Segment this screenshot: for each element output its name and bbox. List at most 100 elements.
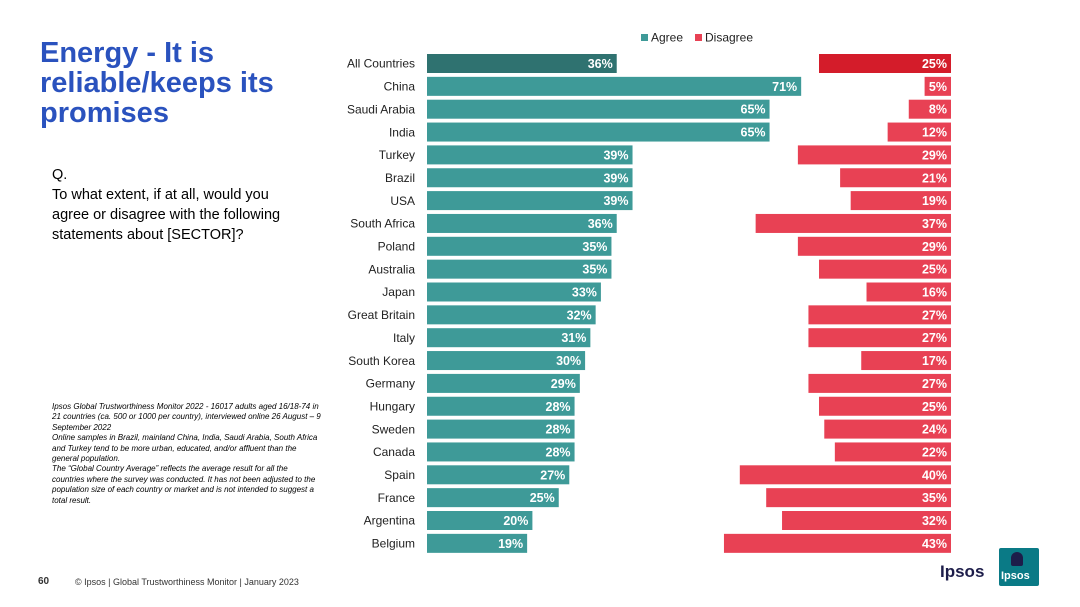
- agree-value-australia: 35%: [582, 263, 607, 277]
- agree-bar-saudi-arabia: [427, 99, 770, 119]
- disagree-value-canada: 22%: [922, 445, 947, 459]
- agree-bar-australia: [427, 259, 612, 279]
- note-average: The “Global Country Average” reflects th…: [52, 464, 316, 505]
- category-label-australia: Australia: [368, 262, 415, 276]
- agree-value-argentina: 20%: [503, 514, 528, 528]
- category-label-belgium: Belgium: [372, 537, 415, 551]
- disagree-value-great-britain: 27%: [922, 308, 947, 322]
- agree-bar-great-britain: [427, 305, 596, 325]
- category-label-hungary: Hungary: [370, 399, 415, 413]
- disagree-bar-india: [887, 122, 951, 142]
- category-label-saudi-arabia: Saudi Arabia: [347, 102, 415, 116]
- agree-bar-italy: [427, 328, 591, 348]
- agree-bar-hungary: [427, 396, 575, 416]
- category-label-argentina: Argentina: [364, 514, 416, 528]
- agree-value-hungary: 28%: [546, 400, 571, 414]
- category-label-spain: Spain: [384, 468, 415, 482]
- agree-value-china: 71%: [772, 80, 797, 94]
- agree-value-india: 65%: [741, 126, 766, 140]
- disagree-bar-hungary: [819, 396, 951, 416]
- disagree-value-saudi-arabia: 8%: [929, 103, 947, 117]
- disagree-bar-south-africa: [755, 213, 951, 233]
- agree-bar-japan: [427, 282, 601, 302]
- disagree-value-germany: 27%: [922, 377, 947, 391]
- disagree-value-south-africa: 37%: [922, 217, 947, 231]
- disagree-bar-belgium: [723, 533, 951, 553]
- agree-value-japan: 33%: [572, 286, 597, 300]
- agree-value-south-korea: 30%: [556, 354, 581, 368]
- disagree-value-japan: 16%: [922, 286, 947, 300]
- agree-bar-germany: [427, 373, 580, 393]
- legend-label-agree: Agree: [651, 31, 683, 45]
- disagree-bar-south-korea: [861, 351, 951, 371]
- question-text: To what extent, if at all, would you agr…: [52, 187, 281, 243]
- agree-value-turkey: 39%: [603, 148, 628, 162]
- disagree-bar-australia: [819, 259, 951, 279]
- disagree-value-argentina: 32%: [922, 514, 947, 528]
- disagree-bar-japan: [866, 282, 951, 302]
- category-label-all-countries: All Countries: [347, 57, 415, 71]
- agree-bar-south-africa: [427, 213, 617, 233]
- agree-bar-poland: [427, 236, 612, 256]
- disagree-value-brazil: 21%: [922, 171, 947, 185]
- chart-legend: Agree Disagree: [641, 31, 753, 45]
- survey-question: Q. To what extent, if at all, would you …: [52, 165, 282, 245]
- disagree-bar-brazil: [840, 168, 951, 188]
- disagree-bar-italy: [808, 328, 951, 348]
- agree-value-saudi-arabia: 65%: [741, 103, 766, 117]
- legend-swatch-agree: [641, 34, 648, 41]
- agree-value-canada: 28%: [546, 445, 571, 459]
- agree-value-great-britain: 32%: [567, 308, 592, 322]
- category-label-italy: Italy: [393, 331, 415, 345]
- agree-value-south-africa: 36%: [588, 217, 613, 231]
- note-sample: Ipsos Global Trustworthiness Monitor 202…: [52, 402, 321, 432]
- agree-value-germany: 29%: [551, 377, 576, 391]
- agree-bar-all-countries: [427, 54, 617, 73]
- disagree-value-sweden: 24%: [922, 423, 947, 437]
- agree-value-italy: 31%: [561, 331, 586, 345]
- agree-bar-usa: [427, 191, 633, 211]
- disagree-value-india: 12%: [922, 126, 947, 140]
- disagree-value-china: 5%: [929, 80, 947, 94]
- logo-wordmark: Ipsos: [940, 562, 985, 581]
- disagree-bar-usa: [850, 191, 951, 211]
- disagree-value-spain: 40%: [922, 468, 947, 482]
- category-label-south-africa: South Africa: [350, 217, 415, 231]
- category-label-canada: Canada: [373, 445, 415, 459]
- disagree-value-all-countries: 25%: [922, 57, 947, 71]
- logo-mark-glyph: [1011, 552, 1023, 566]
- agree-bar-belgium: [427, 533, 528, 553]
- disagree-bar-poland: [797, 236, 951, 256]
- note-online: Online samples in Brazil, mainland China…: [52, 433, 318, 464]
- category-label-usa: USA: [390, 194, 415, 208]
- disagree-bar-sweden: [824, 419, 951, 439]
- agree-bar-france: [427, 488, 559, 508]
- footer-copyright: © Ipsos | Global Trustworthiness Monitor…: [75, 577, 299, 587]
- category-label-india: India: [389, 125, 415, 139]
- agree-value-spain: 27%: [540, 468, 565, 482]
- disagree-value-usa: 19%: [922, 194, 947, 208]
- question-label: Q.: [52, 167, 68, 183]
- page-number: 60: [38, 576, 50, 587]
- agree-bar-argentina: [427, 511, 533, 530]
- disagree-value-italy: 27%: [922, 331, 947, 345]
- disagree-bar-germany: [808, 373, 951, 393]
- disagree-bar-saudi-arabia: [908, 99, 951, 119]
- category-label-poland: Poland: [378, 240, 415, 254]
- methodology-notes: Ipsos Global Trustworthiness Monitor 202…: [52, 402, 322, 506]
- slide-title: Energy - It is reliable/keeps its promis…: [40, 37, 274, 129]
- agree-bar-sweden: [427, 419, 575, 439]
- agree-bar-china: [427, 76, 802, 96]
- disagree-bar-argentina: [782, 511, 951, 530]
- disagree-value-turkey: 29%: [922, 148, 947, 162]
- agree-value-usa: 39%: [603, 194, 628, 208]
- category-label-germany: Germany: [366, 377, 415, 391]
- agree-value-belgium: 19%: [498, 537, 523, 551]
- disagree-bar-china: [924, 76, 951, 96]
- agree-bar-canada: [427, 442, 575, 462]
- legend-label-disagree: Disagree: [705, 31, 753, 45]
- disagree-value-france: 35%: [922, 491, 947, 505]
- agree-value-poland: 35%: [582, 240, 607, 254]
- agree-bar-india: [427, 122, 770, 142]
